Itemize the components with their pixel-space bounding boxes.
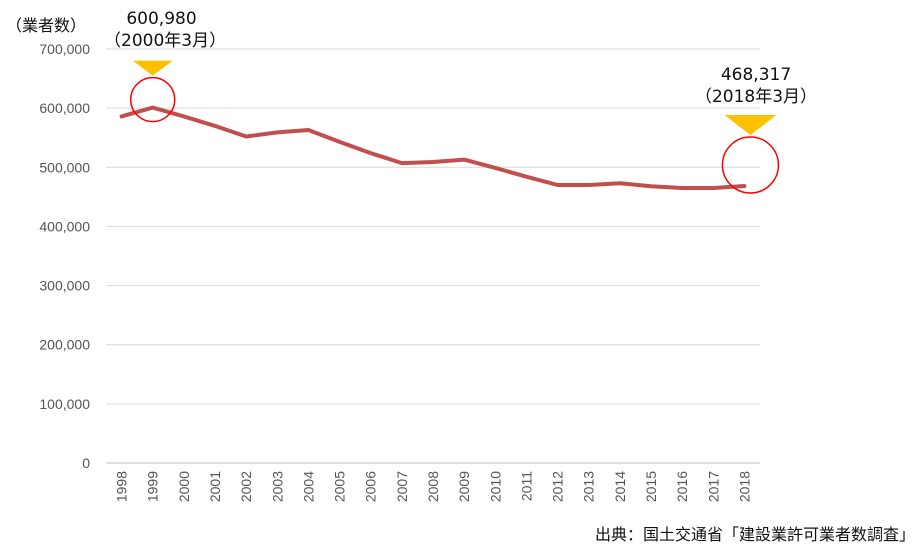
y-axis-title: （業者数）	[6, 16, 87, 35]
x-tick-label: 2011	[518, 471, 534, 501]
y-tick-label: 100,000	[39, 396, 90, 412]
x-tick-label: 2003	[269, 471, 285, 502]
x-tick-label: 1999	[145, 471, 161, 502]
x-tick-label: 2000	[176, 471, 192, 502]
x-tick-label: 1998	[114, 471, 130, 502]
x-tick-label: 2004	[300, 471, 316, 502]
x-tick-label: 2016	[674, 471, 690, 502]
y-tick-label: 700,000	[39, 41, 90, 57]
annotation-latest: 468,317 （2018年3月）	[676, 64, 836, 108]
x-tick-label: 2018	[736, 471, 752, 502]
x-tick-label: 2008	[425, 471, 441, 502]
annotation-latest-date: （2018年3月）	[694, 87, 818, 107]
y-tick-label: 0	[82, 455, 90, 471]
peak-highlight-circle	[129, 76, 176, 123]
x-tick-label: 2012	[550, 471, 566, 502]
y-tick-label: 200,000	[39, 337, 90, 353]
x-tick-label: 2015	[643, 471, 659, 502]
y-tick-label: 300,000	[39, 278, 90, 294]
y-tick-label: 500,000	[39, 159, 90, 175]
x-tick-label: 2001	[207, 471, 223, 502]
latest-highlight-circle	[721, 136, 780, 194]
source-note: 出典：国土交通省「建設業許可業者数調査」	[594, 525, 915, 544]
x-tick-label: 2010	[487, 471, 503, 502]
y-tick-label: 400,000	[39, 218, 90, 234]
x-tick-label: 2002	[238, 471, 254, 502]
x-tick-label: 2006	[363, 471, 379, 502]
y-tick-label: 600,000	[39, 100, 90, 116]
x-tick-label: 2017	[705, 471, 721, 502]
x-tick-label: 2005	[332, 471, 348, 502]
annotation-peak: 600,980 （2000年3月）	[104, 8, 227, 52]
series-line	[119, 105, 747, 190]
latest-marker-triangle	[724, 115, 777, 136]
peak-marker-triangle	[132, 60, 173, 76]
x-tick-label: 2009	[456, 471, 472, 502]
x-tick-label: 2007	[394, 471, 410, 502]
annotation-peak-value: 600,980	[126, 9, 197, 29]
x-tick-label: 2014	[612, 471, 628, 502]
annotation-peak-date: （2000年3月）	[104, 31, 227, 51]
x-tick-label: 2013	[581, 471, 597, 502]
annotation-latest-value: 468,317	[720, 65, 792, 85]
